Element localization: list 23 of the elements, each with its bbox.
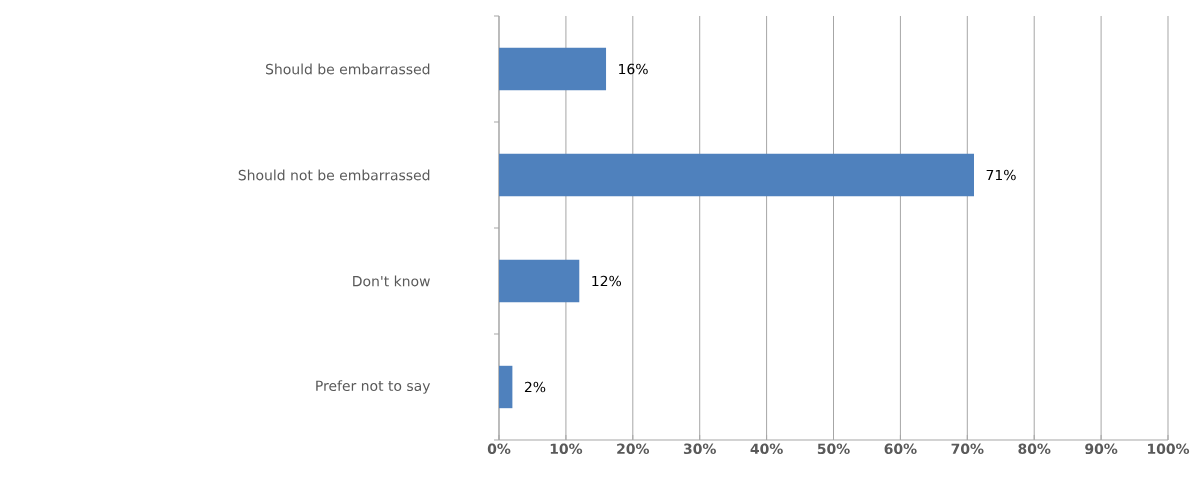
- x-tick-label: 60%: [884, 443, 917, 455]
- x-tick-label: 30%: [683, 443, 716, 455]
- y-tick-label: Should be embarrassed: [266, 63, 430, 75]
- x-tick-label: 40%: [750, 443, 783, 455]
- bar: [499, 47, 607, 91]
- data-label: 16%: [619, 63, 648, 75]
- x-tick-label: 80%: [1018, 443, 1051, 455]
- data-label: 12%: [592, 275, 622, 287]
- x-tick-label: 0%: [487, 443, 511, 455]
- x-tick-label: 90%: [1085, 443, 1118, 455]
- data-label: 71%: [986, 169, 1016, 181]
- bar: [499, 259, 580, 303]
- x-tick-label: 100%: [1148, 443, 1190, 455]
- data-label: 2%: [524, 381, 546, 393]
- y-tick-label: Don't know: [353, 275, 430, 287]
- y-tick-label: Should not be embarrassed: [238, 169, 430, 181]
- x-tick-label: 50%: [817, 443, 850, 455]
- bar: [499, 153, 974, 197]
- x-tick-label: 20%: [617, 443, 650, 455]
- y-tick-label: Prefer not to say: [316, 380, 431, 394]
- x-tick-label: 10%: [550, 443, 583, 455]
- bar: [499, 365, 513, 409]
- x-tick-label: 70%: [951, 443, 984, 455]
